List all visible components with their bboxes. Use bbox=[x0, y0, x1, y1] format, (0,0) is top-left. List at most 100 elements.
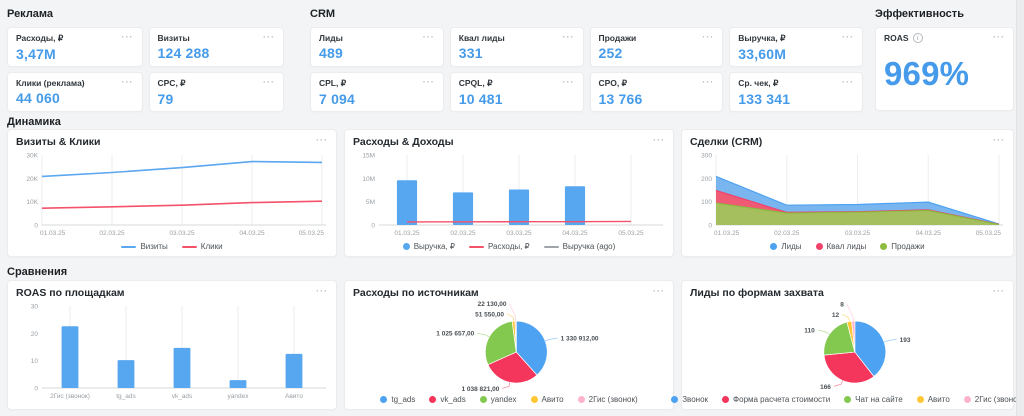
kpi-card: CPO, ₽ ··· 13 766 bbox=[589, 72, 724, 112]
more-menu-icon[interactable]: ··· bbox=[842, 32, 854, 42]
scrollbar-track[interactable] bbox=[1016, 0, 1024, 416]
kpi-value: 44 060 bbox=[16, 90, 61, 106]
legend-item[interactable]: Выручка (ago) bbox=[543, 242, 615, 251]
svg-text:04.03.25: 04.03.25 bbox=[239, 230, 265, 237]
svg-text:1 038 821,00: 1 038 821,00 bbox=[461, 386, 499, 393]
legend-item[interactable]: Чат на сайте bbox=[844, 395, 903, 404]
more-menu-icon[interactable]: ··· bbox=[702, 77, 715, 87]
chart-header: Лиды по формам захвата ··· bbox=[690, 286, 1005, 300]
svg-text:05.03.25: 05.03.25 bbox=[976, 230, 1002, 237]
ads-kpi-grid: Расходы, ₽ ··· 3,47M Визиты ··· 124 288 Клики … bbox=[7, 27, 284, 112]
svg-text:30K: 30K bbox=[26, 153, 38, 160]
kpi-card: Расходы, ₽ ··· 3,47M bbox=[7, 27, 143, 67]
legend-item[interactable]: Авито bbox=[916, 395, 950, 404]
kpi-card: Ср. чек, ₽ ··· 133 341 bbox=[729, 72, 863, 112]
chart-legend: tg_ads vk_ads yandex Авито 2Гис (звонок) bbox=[345, 395, 673, 404]
svg-text:1 330 912,00: 1 330 912,00 bbox=[561, 336, 599, 343]
legend-label: Форма расчета стоимости bbox=[733, 395, 831, 404]
legend-swatch bbox=[880, 243, 888, 250]
more-menu-icon[interactable]: ··· bbox=[993, 135, 1005, 145]
info-icon[interactable]: i bbox=[912, 33, 923, 43]
svg-text:10K: 10K bbox=[26, 199, 38, 206]
kpi-card-header: CPO, ₽ ··· bbox=[599, 78, 715, 89]
svg-text:0: 0 bbox=[34, 386, 38, 393]
legend-item[interactable]: Авито bbox=[530, 395, 564, 404]
legend-label: Выручка, ₽ bbox=[413, 242, 455, 251]
legend-item[interactable]: 2Гис (звонок) bbox=[577, 395, 638, 404]
legend-item[interactable]: vk_ads bbox=[429, 395, 466, 404]
kpi-label: Расходы, ₽ bbox=[16, 33, 64, 43]
kpi-label: Ср. чек, ₽ bbox=[738, 78, 779, 88]
svg-text:300: 300 bbox=[701, 153, 712, 160]
more-menu-icon[interactable]: ··· bbox=[422, 32, 435, 42]
svg-text:0: 0 bbox=[708, 223, 712, 230]
chart-title: ROAS по площадкам bbox=[16, 287, 125, 299]
legend-item[interactable]: tg_ads bbox=[380, 395, 415, 404]
more-menu-icon[interactable]: ··· bbox=[263, 77, 275, 87]
legend-item[interactable]: Продажи bbox=[880, 242, 925, 251]
legend-item[interactable]: Лиды bbox=[770, 242, 802, 251]
legend-label: Продажи bbox=[891, 242, 925, 251]
legend-swatch bbox=[380, 396, 388, 403]
legend-item[interactable]: yandex bbox=[479, 395, 517, 404]
legend-swatch bbox=[530, 396, 538, 403]
chart-legend: Лиды Квал лиды Продажи bbox=[682, 242, 1013, 251]
legend-label: Визиты bbox=[140, 242, 168, 251]
chart-title: Расходы по источникам bbox=[353, 287, 479, 299]
kpi-card-header: Квал лиды ··· bbox=[459, 32, 575, 44]
legend-swatch bbox=[402, 243, 410, 250]
kpi-card: Лиды ··· 489 bbox=[310, 27, 444, 67]
legend-item[interactable]: Форма расчета стоимости bbox=[722, 395, 830, 404]
kpi-value: 331 bbox=[458, 45, 483, 61]
kpi-card-header: Расходы, ₽ ··· bbox=[16, 33, 134, 44]
more-menu-icon[interactable]: ··· bbox=[562, 77, 575, 87]
kpi-card: Продажи ··· 252 bbox=[589, 27, 724, 67]
chart-card-leads-forms: Лиды по формам захвата ··· 193 166 110 12 8 … bbox=[671, 280, 1024, 410]
legend-item[interactable]: Выручка, ₽ bbox=[402, 242, 455, 251]
svg-text:04.03.25: 04.03.25 bbox=[916, 230, 942, 237]
legend-swatch bbox=[181, 245, 197, 248]
more-menu-icon[interactable]: ··· bbox=[316, 286, 328, 296]
more-menu-icon[interactable]: ··· bbox=[422, 77, 435, 87]
kpi-label: CPC, ₽ bbox=[157, 78, 186, 88]
chart-card-visits-clicks: Визиты & Клики ··· 0 10K 20K 30K 01.03.25 02.… bbox=[7, 129, 337, 257]
kpi-label: Выручка, ₽ bbox=[738, 33, 786, 43]
legend-item[interactable]: Расходы, ₽ bbox=[468, 242, 530, 251]
visits-clicks-line-chart: 0 10K 20K 30K 01.03.25 02.03.25 03.03.25 04.03.… bbox=[26, 153, 326, 237]
kpi-value: 489 bbox=[319, 45, 343, 61]
more-menu-icon[interactable]: ··· bbox=[653, 135, 665, 145]
legend-item[interactable]: Звонок bbox=[671, 395, 708, 404]
more-menu-icon[interactable]: ··· bbox=[653, 286, 665, 296]
more-menu-icon[interactable]: ··· bbox=[121, 32, 134, 42]
more-menu-icon[interactable]: ··· bbox=[316, 135, 328, 145]
kpi-card-header: Ср. чек, ₽ ··· bbox=[738, 78, 854, 89]
kpi-card-header: ROAS i ··· bbox=[884, 33, 1005, 43]
kpi-label: Клики (реклама) bbox=[16, 78, 85, 88]
more-menu-icon[interactable]: ··· bbox=[121, 77, 134, 87]
legend-item[interactable]: Клики bbox=[181, 242, 223, 251]
kpi-value: 10 481 bbox=[458, 91, 503, 107]
chart-title: Визиты & Клики bbox=[16, 136, 101, 148]
roas-platforms-bar-chart: 0 10 20 30 2Гис (звонок) tg_ads vk_ads yandex Ав… bbox=[31, 304, 326, 400]
legend-swatch bbox=[770, 243, 778, 250]
effectiveness-kpi-grid: ROAS i ··· 969% bbox=[875, 27, 1014, 111]
legend-item[interactable]: Визиты bbox=[121, 242, 168, 251]
more-menu-icon[interactable]: ··· bbox=[562, 32, 575, 42]
more-menu-icon[interactable]: ··· bbox=[993, 286, 1005, 296]
legend-swatch bbox=[577, 396, 585, 403]
legend-item[interactable]: 2Гис (звонок) bbox=[963, 395, 1024, 404]
more-menu-icon[interactable]: ··· bbox=[702, 32, 715, 42]
chart-header: ROAS по площадкам ··· bbox=[16, 286, 328, 300]
svg-text:10: 10 bbox=[31, 358, 39, 365]
legend-item[interactable]: Квал лиды bbox=[815, 242, 866, 251]
svg-text:166: 166 bbox=[820, 384, 831, 391]
costs-sources-pie-chart: 1 330 912,00 1 038 821,00 1 025 657,00 51 5… bbox=[436, 301, 599, 393]
more-menu-icon[interactable]: ··· bbox=[993, 32, 1005, 42]
more-menu-icon[interactable]: ··· bbox=[263, 32, 275, 42]
svg-text:02.03.25: 02.03.25 bbox=[99, 230, 125, 237]
kpi-value: 124 288 bbox=[157, 45, 210, 61]
legend-label: Авито bbox=[927, 395, 950, 404]
more-menu-icon[interactable]: ··· bbox=[842, 77, 854, 87]
legend-label: Лиды bbox=[781, 242, 802, 251]
legend-swatch bbox=[121, 245, 137, 248]
